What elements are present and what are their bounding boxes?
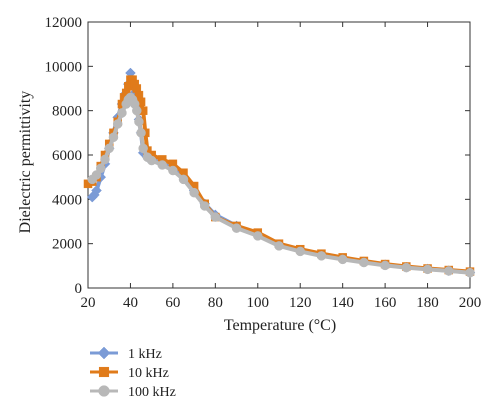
data-point [274, 241, 284, 251]
legend-marker [98, 385, 110, 397]
data-point [157, 160, 168, 170]
data-point [253, 231, 263, 241]
data-point [146, 155, 157, 166]
series-100-khz [87, 92, 475, 278]
data-point [134, 117, 144, 127]
legend-label: 10 kHz [128, 366, 169, 381]
data-point [189, 187, 199, 198]
data-point [444, 266, 454, 276]
y-axis-ticks: 0 2000 4000 6000 8000 10000 12000 [45, 15, 470, 297]
x-tick-label: 120 [289, 295, 312, 311]
data-point [91, 185, 102, 196]
y-tick-label: 12000 [45, 15, 83, 31]
x-tick-label: 40 [123, 295, 138, 311]
legend: 1 kHz 10 kHz 100 kHz [90, 346, 176, 400]
data-point [337, 254, 348, 265]
data-point [465, 267, 475, 278]
data-point [100, 154, 110, 165]
x-tick-label: 60 [165, 295, 180, 311]
y-tick-label: 2000 [52, 237, 82, 253]
x-tick-label: 140 [331, 295, 354, 311]
x-axis-title: Temperature (°C) [224, 317, 336, 334]
data-point [168, 165, 178, 176]
legend-label: 1 kHz [128, 347, 162, 362]
data-point [231, 223, 242, 233]
x-tick-label: 160 [374, 295, 397, 311]
data-point [210, 212, 221, 222]
data-point [117, 108, 127, 118]
data-point [380, 260, 390, 271]
data-point [95, 163, 106, 174]
y-tick-label: 0 [75, 281, 83, 297]
data-point [136, 128, 146, 138]
y-tick-label: 10000 [45, 59, 83, 75]
data-point [91, 170, 102, 180]
data-point [199, 201, 210, 211]
y-axis-title: Dielectric permittivity [17, 91, 34, 234]
data-point [359, 257, 369, 268]
x-tick-label: 20 [81, 295, 96, 311]
x-tick-label: 200 [459, 295, 482, 311]
x-tick-label: 100 [247, 295, 270, 311]
data-point [108, 132, 119, 143]
data-point [132, 105, 142, 116]
data-point [316, 251, 327, 261]
series-layer [83, 67, 476, 278]
data-point [295, 246, 305, 257]
legend-marker [98, 366, 110, 378]
data-point [104, 143, 114, 154]
y-tick-label: 8000 [52, 104, 82, 120]
y-tick-label: 4000 [52, 192, 82, 208]
data-point [422, 264, 433, 275]
legend-marker [97, 346, 111, 360]
data-point [112, 119, 123, 129]
y-tick-label: 6000 [52, 148, 82, 164]
x-axis-ticks: 20 40 60 80 100 120 140 160 180 200 [81, 22, 482, 311]
legend-label: 100 kHz [128, 385, 176, 400]
x-tick-label: 180 [416, 295, 439, 311]
data-point [138, 143, 148, 154]
data-point [401, 262, 412, 273]
data-point [178, 174, 189, 185]
x-tick-label: 80 [208, 295, 223, 311]
